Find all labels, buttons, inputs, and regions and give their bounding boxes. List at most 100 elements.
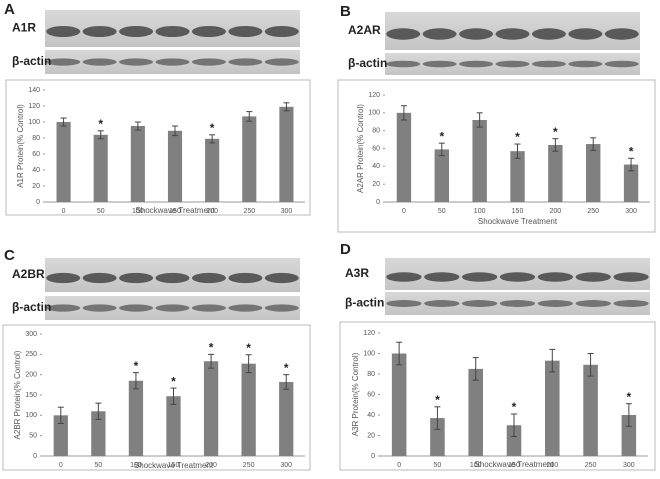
blot-band (424, 272, 460, 282)
error-bar (625, 403, 632, 427)
blot-label: A2BR (12, 267, 45, 281)
blot-band (155, 272, 190, 284)
blot-band (191, 272, 226, 284)
x-tick-label: 100 (132, 208, 144, 215)
error-bar (170, 387, 177, 405)
blot-band (119, 272, 154, 284)
bar (510, 151, 525, 202)
y-tick-label: 80 (372, 128, 380, 135)
bar (430, 418, 445, 456)
y-tick-label: 20 (372, 181, 380, 188)
blot-band (386, 272, 422, 282)
bar (586, 144, 601, 202)
error-bar (95, 402, 102, 420)
significance-label: * (629, 144, 634, 158)
blot-label: β-actin (348, 56, 387, 70)
blot-band (386, 28, 421, 40)
y-tick-label: 120 (363, 330, 375, 337)
error-bar (283, 374, 290, 390)
error-bar (549, 348, 556, 373)
bar (242, 116, 257, 202)
error-bar (476, 112, 483, 128)
blot-band (386, 60, 421, 68)
bar (623, 164, 639, 202)
error-bar (438, 142, 445, 157)
y-tick-label: 0 (371, 453, 375, 460)
chart-frame (5, 79, 311, 216)
error-bar (396, 341, 403, 366)
error-bar (283, 102, 290, 112)
significance-label: * (210, 121, 215, 135)
bar (91, 411, 106, 456)
x-tick-label: 0 (59, 462, 63, 469)
bar (472, 119, 487, 202)
y-tick-label: 120 (368, 92, 380, 99)
bar (434, 149, 449, 202)
x-tick-label: 200 (205, 462, 217, 469)
blot-band (228, 272, 263, 284)
x-tick-label: 0 (402, 208, 406, 215)
blot-band (155, 25, 190, 38)
x-tick-label: 50 (94, 462, 102, 469)
error-bar (57, 406, 64, 424)
significance-label: * (435, 393, 440, 407)
chart-frame (337, 79, 656, 233)
blot-band (459, 28, 494, 40)
error-bar (587, 353, 594, 377)
bar (468, 368, 483, 456)
blot-label: A1R (12, 21, 36, 35)
x-tick-label: 150 (169, 208, 181, 215)
y-tick-label: 100 (25, 412, 37, 419)
y-tick-label: 100 (368, 110, 380, 117)
bar (583, 364, 598, 456)
bar (167, 130, 183, 202)
y-tick-label: 100 (363, 350, 375, 357)
bar (205, 138, 220, 202)
error-bar (628, 157, 635, 172)
panel-label: C (4, 247, 15, 264)
x-axis-label: Shockwave Treatment (478, 217, 558, 226)
x-tick-label: 50 (97, 208, 105, 215)
y-tick-label: 120 (28, 103, 40, 110)
panel-label: A (4, 1, 15, 18)
blot-band (264, 272, 299, 284)
y-tick-label: 40 (372, 163, 380, 170)
y-tick-label: 150 (25, 392, 37, 399)
blot-band (604, 28, 639, 40)
error-bar (434, 406, 441, 430)
x-axis-label: Shockwave Treatment (134, 461, 214, 470)
blot-band (422, 60, 457, 68)
blot-band (424, 300, 460, 307)
x-tick-label: 100 (130, 462, 142, 469)
x-tick-label: 100 (470, 462, 482, 469)
blot-band (386, 300, 422, 307)
x-tick-label: 0 (397, 462, 401, 469)
x-tick-label: 250 (243, 208, 255, 215)
y-tick-label: 40 (32, 167, 40, 174)
y-axis-label: A2AR Protein(% Control) (356, 104, 365, 193)
blot-band (119, 304, 154, 312)
bar (53, 415, 68, 456)
blot-band (191, 58, 226, 66)
error-bar (60, 117, 67, 127)
blot-band (191, 25, 226, 38)
error-bar (209, 134, 216, 144)
y-tick-label: 140 (28, 87, 40, 94)
blot-band (531, 60, 566, 68)
blot-band (531, 28, 566, 40)
bar (279, 381, 294, 456)
blot-band (613, 272, 649, 282)
error-bar (245, 354, 252, 374)
error-bar (172, 125, 178, 137)
error-bar (511, 413, 517, 438)
y-tick-label: 80 (367, 371, 375, 378)
blot-band (604, 60, 639, 68)
error-bar (97, 130, 104, 140)
x-tick-label: 300 (280, 462, 292, 469)
blot-band (46, 304, 81, 312)
significance-label: * (171, 374, 176, 388)
x-tick-label: 250 (587, 208, 599, 215)
error-bar (208, 353, 215, 369)
bar (548, 144, 563, 202)
y-tick-label: 60 (367, 391, 375, 398)
